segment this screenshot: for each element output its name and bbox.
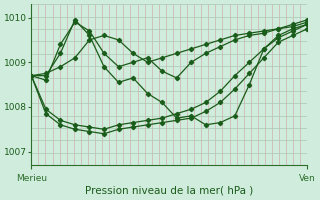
X-axis label: Pression niveau de la mer( hPa ): Pression niveau de la mer( hPa ) — [85, 186, 253, 196]
